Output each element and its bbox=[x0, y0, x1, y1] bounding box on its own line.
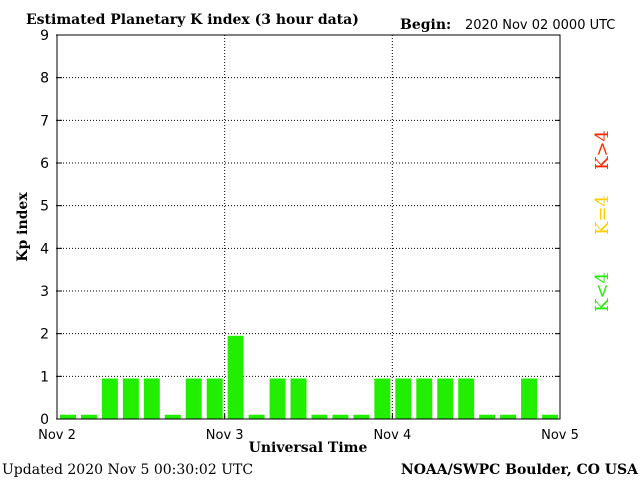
plot-frame bbox=[56, 34, 561, 420]
legend-k-equal-4: K=4 bbox=[592, 195, 613, 235]
bar-23 bbox=[542, 414, 558, 419]
bar-19 bbox=[458, 378, 475, 419]
x-tick-label: Nov 2 bbox=[38, 428, 76, 443]
bar-3 bbox=[122, 378, 139, 419]
bar-6 bbox=[185, 378, 202, 419]
y-tick-label: 3 bbox=[40, 284, 49, 300]
legend-k-less-4: K<4 bbox=[592, 272, 613, 312]
y-tick-label: 9 bbox=[40, 28, 49, 44]
footer-source: NOAA/SWPC Boulder, CO USA bbox=[401, 462, 639, 478]
bar-13 bbox=[332, 414, 349, 419]
bar-1 bbox=[80, 414, 97, 419]
y-tick-label: 4 bbox=[40, 241, 49, 257]
y-tick-label: 0 bbox=[40, 412, 49, 428]
begin-value: 2020 Nov 02 0000 UTC bbox=[465, 18, 615, 33]
legend-k-greater-4: K>4 bbox=[592, 130, 613, 170]
bar-22 bbox=[521, 378, 538, 419]
bar-10 bbox=[269, 378, 286, 419]
bar-21 bbox=[500, 414, 517, 419]
y-tick-label: 2 bbox=[40, 327, 49, 343]
y-tick-label: 1 bbox=[40, 369, 49, 385]
bar-14 bbox=[353, 414, 370, 419]
begin-label: Begin: bbox=[400, 17, 451, 33]
bar-7 bbox=[206, 378, 223, 419]
bar-12 bbox=[311, 414, 328, 419]
y-tick-label: 6 bbox=[40, 156, 49, 172]
chart-title: Estimated Planetary K index (3 hour data… bbox=[26, 12, 359, 28]
bar-8 bbox=[227, 335, 244, 419]
x-axis-label: Universal Time bbox=[249, 440, 368, 456]
bar-11 bbox=[290, 378, 307, 419]
y-tick-label: 5 bbox=[40, 199, 49, 215]
bar-20 bbox=[479, 414, 496, 419]
y-tick-label: 8 bbox=[40, 71, 49, 87]
x-tick-label: Nov 3 bbox=[206, 428, 244, 443]
x-tick-label: Nov 4 bbox=[373, 428, 411, 443]
bar-0 bbox=[60, 414, 76, 419]
y-axis-label: Kp index bbox=[15, 192, 31, 262]
bar-16 bbox=[395, 378, 412, 419]
bar-17 bbox=[416, 378, 433, 419]
x-tick-label: Nov 5 bbox=[541, 428, 579, 443]
y-tick-label: 7 bbox=[40, 113, 49, 129]
plot-area: 0 1 2 3 4 5 6 7 8 9 Nov 2 Nov 3 Nov 4 Nov 5 bbox=[38, 28, 579, 443]
bar-4 bbox=[143, 378, 160, 419]
footer-updated: Updated 2020 Nov 5 00:30:02 UTC bbox=[2, 462, 253, 478]
bar-9 bbox=[248, 414, 265, 419]
bar-5 bbox=[164, 414, 181, 419]
bar-2 bbox=[101, 378, 118, 419]
bar-15 bbox=[374, 378, 391, 419]
bar-18 bbox=[437, 378, 454, 419]
